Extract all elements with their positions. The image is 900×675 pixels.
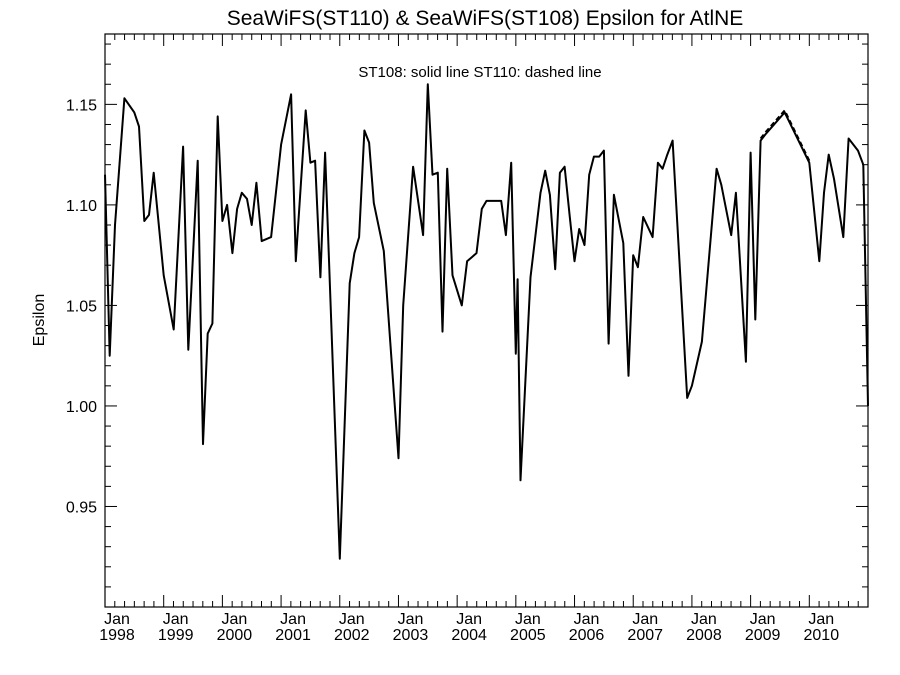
x-tick-year-label: 2005 [510, 627, 546, 644]
x-tick-year-label: 2004 [451, 627, 487, 644]
x-tick-year-label: 2006 [569, 627, 605, 644]
x-tick-year-label: 2003 [393, 627, 429, 644]
series-line-st110 [759, 109, 811, 162]
x-tick-year-label: 1998 [99, 627, 135, 644]
x-tick-month-label: Jan [163, 611, 189, 628]
y-tick-label: 1.15 [66, 97, 97, 114]
x-tick-year-label: 1999 [158, 627, 194, 644]
x-tick-year-label: 2010 [804, 627, 840, 644]
x-tick-labels: Jan1998Jan1999Jan2000Jan2001Jan2002Jan20… [99, 611, 839, 644]
chart-title: SeaWiFS(ST110) & SeaWiFS(ST108) Epsilon … [227, 7, 744, 30]
plot-frame [104, 33, 869, 608]
data-series [104, 83, 869, 560]
x-tick-year-label: 2008 [686, 627, 722, 644]
y-axis-label: Epsilon [31, 294, 48, 346]
x-tick-year-label: 2000 [217, 627, 253, 644]
y-tick-label: 1.05 [66, 298, 97, 315]
x-tick-month-label: Jan [339, 611, 365, 628]
line-style-annotation: ST108: solid line ST110: dashed line [358, 64, 601, 81]
x-tick-year-label: 2009 [745, 627, 781, 644]
x-tick-month-label: Jan [280, 611, 306, 628]
series-line-st108 [104, 83, 869, 560]
x-tick-month-label: Jan [632, 611, 658, 628]
x-tick-month-label: Jan [515, 611, 541, 628]
x-tick-month-label: Jan [221, 611, 247, 628]
x-tick-month-label: Jan [691, 611, 717, 628]
x-tick-year-label: 2001 [275, 627, 311, 644]
y-tick-label: 1.10 [66, 198, 97, 215]
y-tick-label: 0.95 [66, 499, 97, 516]
x-tick-year-label: 2007 [627, 627, 663, 644]
x-tick-month-label: Jan [808, 611, 834, 628]
x-tick-month-label: Jan [398, 611, 424, 628]
y-tick-labels: 0.95 1.00 1.05 1.10 1.15 [66, 97, 97, 516]
x-tick-year-label: 2002 [334, 627, 370, 644]
x-tick-month-label: Jan [104, 611, 130, 628]
x-tick-month-label: Jan [456, 611, 482, 628]
axis-ticks [104, 34, 869, 608]
x-tick-month-label: Jan [750, 611, 776, 628]
y-tick-label: 1.00 [66, 399, 97, 416]
x-tick-month-label: Jan [574, 611, 600, 628]
